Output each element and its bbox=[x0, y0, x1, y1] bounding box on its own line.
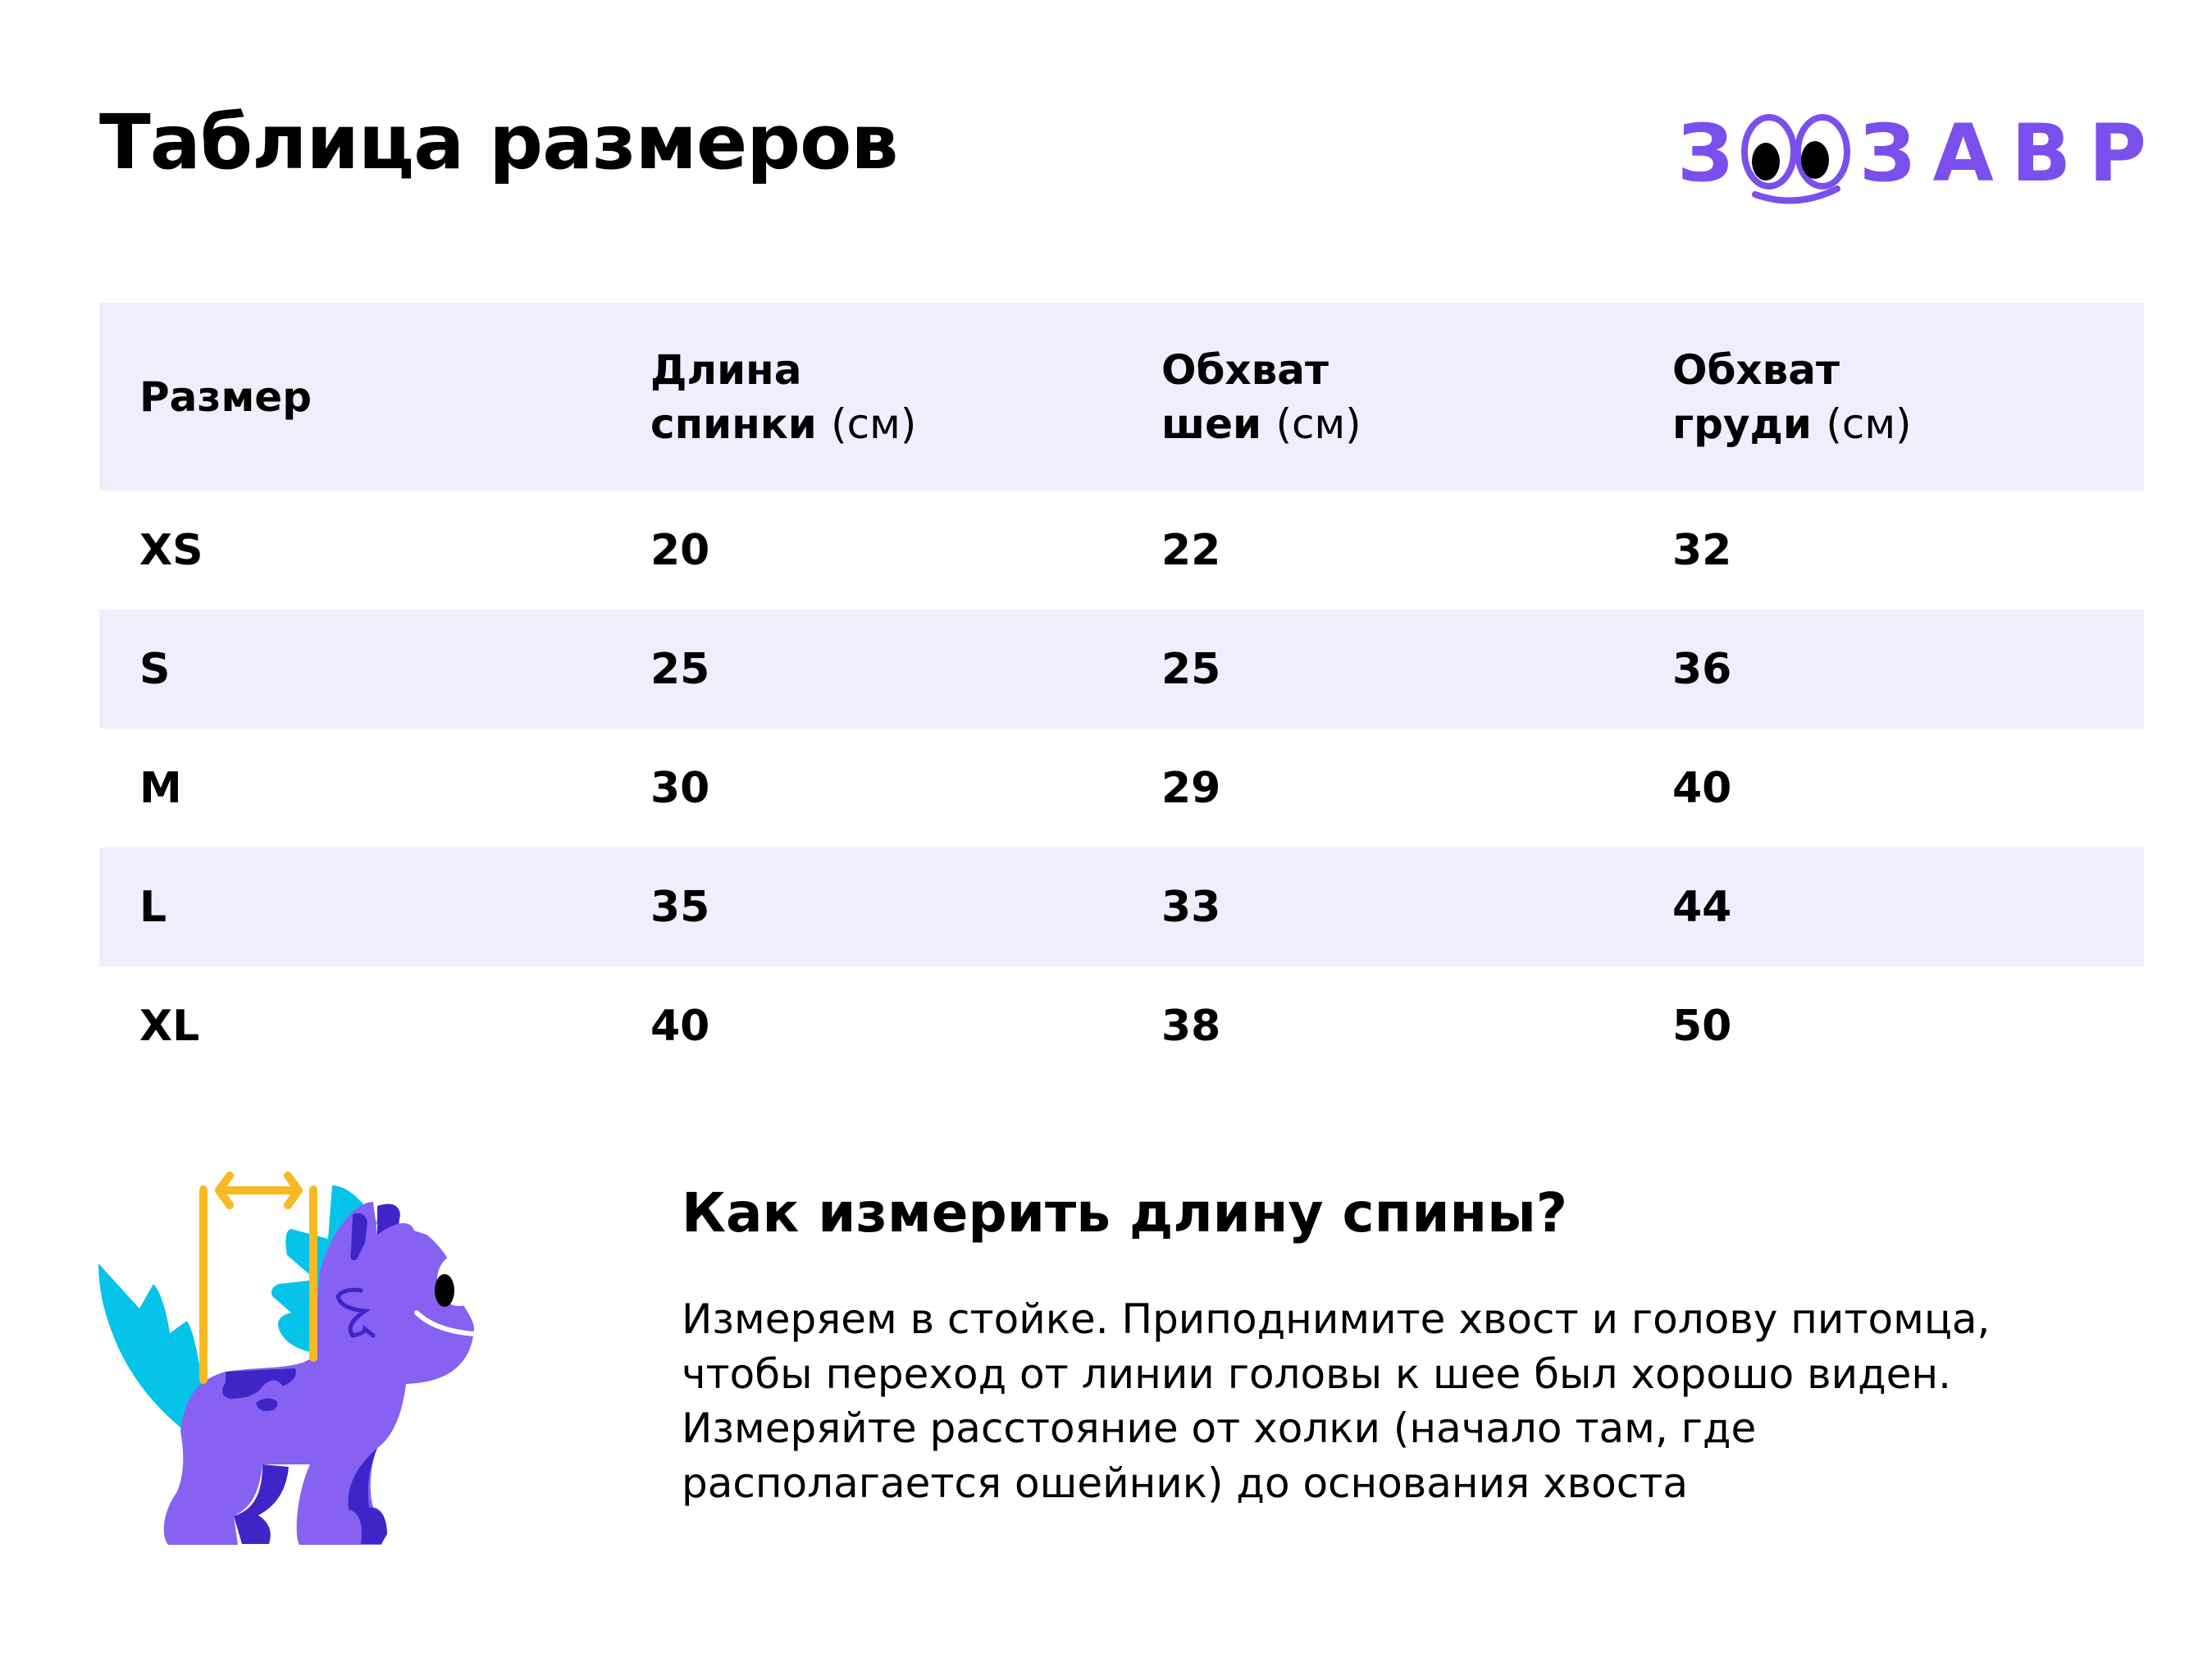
zoozavr-logo: З ЗАВР bbox=[1677, 107, 2146, 204]
header-neck: Обхват шеи (см) bbox=[1121, 343, 1632, 451]
header-label: Размер bbox=[139, 372, 312, 421]
header-unit: (см) bbox=[1826, 400, 1912, 448]
svg-text:ЗАВР: ЗАВР bbox=[1859, 107, 2146, 199]
header-label: груди bbox=[1672, 400, 1812, 448]
header-label: шеи bbox=[1161, 400, 1262, 448]
cell-neck: 38 bbox=[1161, 1001, 1221, 1051]
table-header: Размер Длина спинки (см) Обхват шеи (см) О… bbox=[99, 303, 2144, 491]
cell-chest: 32 bbox=[1672, 525, 1732, 575]
cell-neck: 25 bbox=[1161, 644, 1221, 694]
header-back-length: Длина спинки (см) bbox=[610, 343, 1121, 451]
table-row: S 25 25 36 bbox=[99, 610, 2144, 729]
header-size: Размер bbox=[99, 370, 610, 424]
cell-chest: 40 bbox=[1672, 763, 1732, 813]
cell-back: 35 bbox=[650, 882, 710, 932]
cell-size: S bbox=[139, 644, 171, 694]
page-title: Таблица размеров bbox=[99, 98, 898, 186]
table-row: XS 20 22 32 bbox=[99, 491, 2144, 610]
cell-back: 30 bbox=[650, 763, 710, 813]
cell-back: 40 bbox=[650, 1001, 710, 1051]
how-to-measure-text: Измеряем в стойке. Приподнимите хвост и … bbox=[682, 1295, 1991, 1507]
header-label: спинки bbox=[650, 400, 817, 448]
header-unit: (см) bbox=[1275, 400, 1361, 448]
cell-neck: 33 bbox=[1161, 882, 1221, 932]
cell-chest: 44 bbox=[1672, 882, 1732, 932]
header-chest: Обхват груди (см) bbox=[1632, 343, 2143, 451]
cell-size: XS bbox=[139, 525, 203, 575]
cell-back: 25 bbox=[650, 644, 710, 694]
header-label: Длина bbox=[650, 345, 802, 394]
cell-chest: 50 bbox=[1672, 1001, 1732, 1051]
header-unit: (см) bbox=[831, 400, 917, 448]
cell-chest: 36 bbox=[1672, 644, 1732, 694]
table-row: M 30 29 40 bbox=[99, 729, 2144, 847]
cell-neck: 29 bbox=[1161, 763, 1221, 813]
cell-neck: 22 bbox=[1161, 525, 1221, 575]
header-label: Обхват bbox=[1672, 345, 1840, 394]
svg-text:З: З bbox=[1677, 107, 1733, 199]
dino-back-length-icon bbox=[98, 1172, 481, 1545]
cell-size: XL bbox=[139, 1001, 200, 1051]
size-table: Размер Длина спинки (см) Обхват шеи (см) О… bbox=[99, 303, 2144, 1085]
table-row: L 35 33 44 bbox=[99, 847, 2144, 966]
how-to-measure-title: Как измерить длину спины? bbox=[682, 1181, 1568, 1245]
header-label: Обхват bbox=[1161, 345, 1329, 394]
cell-size: M bbox=[139, 763, 182, 813]
cell-size: L bbox=[139, 882, 167, 932]
table-row: XL 40 38 50 bbox=[99, 966, 2144, 1085]
cell-back: 20 bbox=[650, 525, 710, 575]
